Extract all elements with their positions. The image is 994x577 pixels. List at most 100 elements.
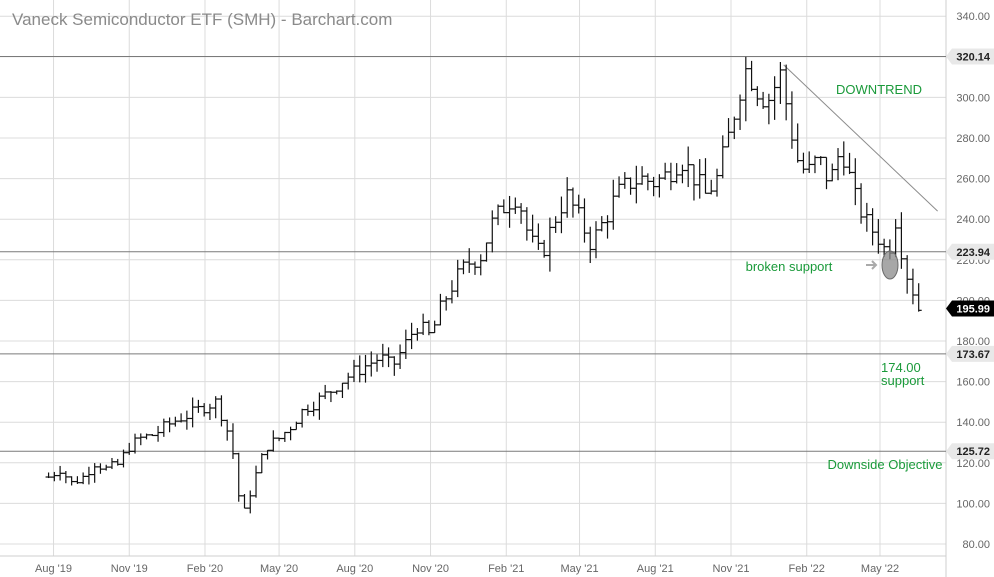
ohlc-bar [904,255,911,294]
ohlc-bar [218,395,225,427]
ohlc-bar [552,216,559,233]
price-tag-label: 320.14 [956,52,991,64]
y-tick-label: 160.00 [956,377,990,389]
price-tag [946,48,994,65]
ohlc-bar [777,61,784,104]
ohlc-bar [495,204,502,226]
ohlc-bar [448,280,455,304]
ohlc-bar [518,203,525,224]
ohlc-bar [345,372,352,390]
ohlc-bar [57,465,64,481]
ohlc-bars [45,56,922,514]
y-tick-label: 140.00 [956,417,990,429]
ohlc-bar [633,165,640,204]
ohlc-bar [414,328,421,341]
price-tag [946,300,994,317]
ohlc-bar [114,458,121,466]
ohlc-bar [725,118,732,148]
ohlc-bar [737,94,744,130]
ohlc-bar [881,238,888,257]
ohlc-bar [224,419,231,441]
ohlc-bar [183,410,190,430]
ohlc-bar [258,453,265,474]
ohlc-bar [362,354,369,383]
annotation-downside-objective: Downside Objective [828,457,943,472]
y-tick-label: 240.00 [956,214,990,226]
ohlc-bar [639,166,646,185]
ohlc-bar [322,384,329,400]
ohlc-bar [172,416,179,427]
ohlc-bar [62,470,69,484]
annotation-support-word: support [881,373,925,388]
ohlc-bar [189,397,196,428]
ohlc-bar [541,239,548,258]
price-tag-label: 223.94 [956,247,991,259]
broken-support-marker [881,250,899,280]
ohlc-bar [356,355,363,383]
ohlc-bar [132,433,139,454]
ohlc-bar [811,155,818,174]
ohlc-bar [835,148,842,181]
price-tag-label: 195.99 [956,304,990,316]
ohlc-bar [85,466,92,485]
price-tag-label: 173.67 [956,349,990,361]
ohlc-bar [690,164,697,201]
price-tag [946,243,994,260]
ohlc-bar [45,472,52,479]
ohlc-bar [304,404,311,416]
ohlc-bar [593,221,599,259]
ohlc-bar [431,320,438,334]
ohlc-bar [235,452,242,502]
ohlc-bar [143,433,150,440]
ohlc-bar [166,417,173,433]
y-tick-label: 80.00 [962,539,990,551]
ohlc-bar [558,196,565,234]
ohlc-bar [299,408,306,428]
ohlc-bar [581,198,588,243]
ohlc-bar [408,322,415,350]
ohlc-bar [91,463,98,483]
ohlc-bar [742,56,749,122]
ohlc-bar [391,356,398,376]
ohlc-bar [754,86,761,107]
ohlc-bar [281,431,288,442]
ohlc-bar [212,396,219,419]
ohlc-bar [500,199,507,214]
annotation-broken-support: broken support [746,259,833,274]
ohlc-bar [241,494,248,509]
price-tag-label: 125.72 [956,446,990,458]
ohlc-bar [103,464,110,471]
ohlc-bar [719,135,726,179]
x-tick-label: Aug '21 [637,563,674,575]
y-tick-label: 100.00 [956,498,990,510]
ohlc-bar [627,177,634,195]
ohlc-bar [454,259,461,298]
ohlc-bar [471,261,478,275]
ohlc-bar [466,248,473,273]
ohlc-bar [915,283,922,312]
ohlc-bar [604,215,611,239]
y-tick-label: 280.00 [956,133,990,145]
ohlc-bar [575,194,582,214]
ohlc-bar [68,476,75,486]
ohlc-bar [195,399,202,413]
arrow-icon [866,260,878,270]
ohlc-bar [379,343,386,368]
ohlc-bar [708,179,715,195]
ohlc-bar [748,60,755,92]
ohlc-bar [310,401,317,417]
ohlc-bar [598,216,605,232]
ohlc-bar [679,164,686,184]
ohlc-bar [788,91,795,149]
ohlc-bar [385,347,392,368]
ohlc-bar [460,259,467,275]
y-tick-label: 260.00 [956,174,990,186]
ohlc-bar [425,320,432,336]
ohlc-bar [276,437,283,442]
y-tick-label: 340.00 [956,11,990,23]
ohlc-bar [229,423,236,459]
ohlc-bar [702,158,709,194]
x-tick-label: Aug '20 [336,563,373,575]
ohlc-bar [270,430,277,452]
